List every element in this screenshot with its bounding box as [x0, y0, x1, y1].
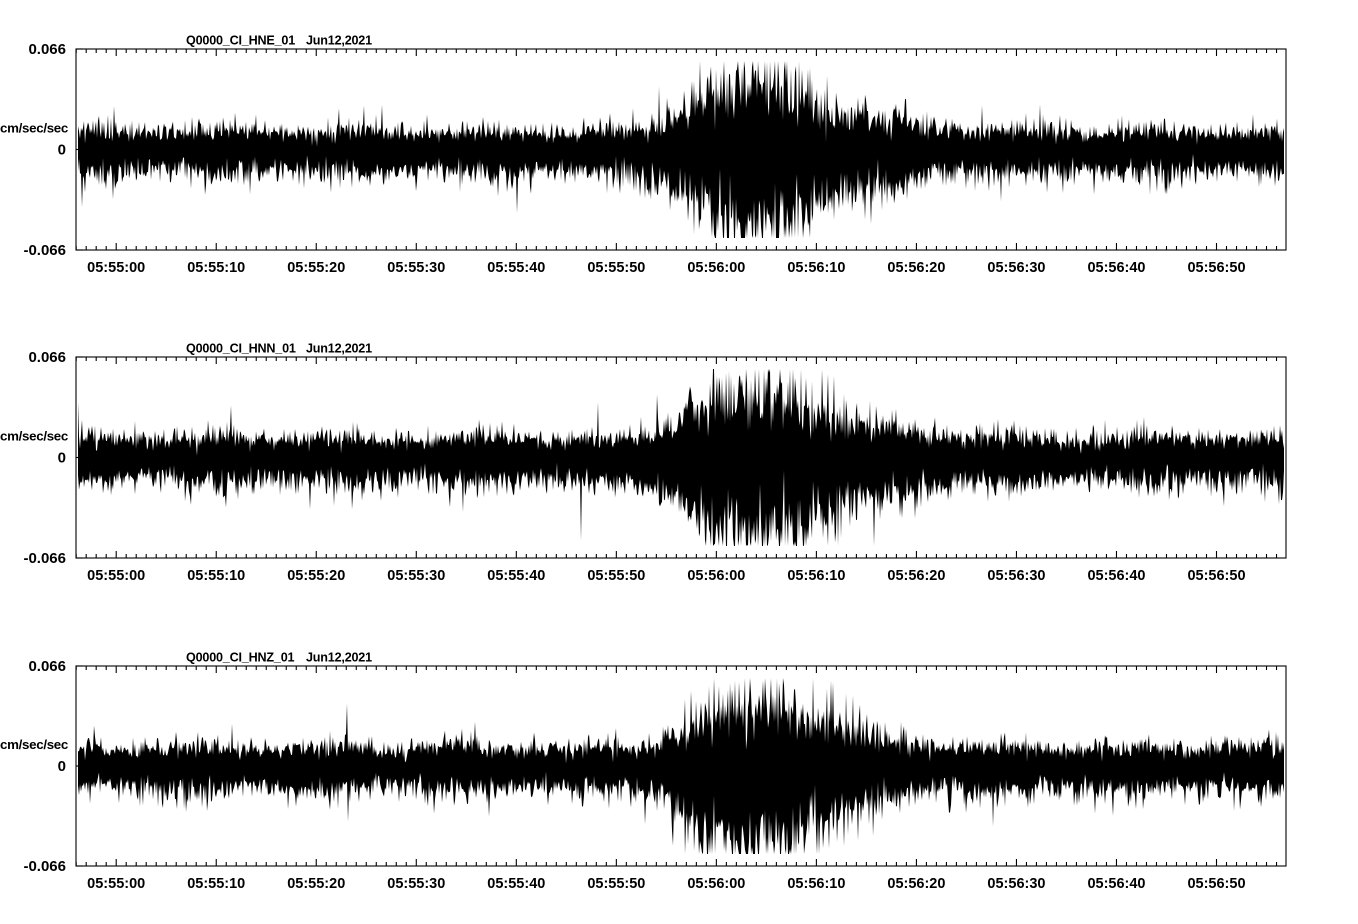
- svg-text:0.066: 0.066: [28, 349, 66, 366]
- svg-text:0: 0: [58, 450, 66, 467]
- svg-text:05:55:50: 05:55:50: [587, 568, 645, 584]
- svg-text:05:56:10: 05:56:10: [787, 568, 845, 584]
- svg-text:Jun12,2021: Jun12,2021: [306, 34, 372, 48]
- svg-text:05:55:10: 05:55:10: [187, 568, 245, 584]
- svg-text:05:55:10: 05:55:10: [187, 876, 245, 892]
- svg-text:05:56:10: 05:56:10: [787, 260, 845, 276]
- svg-text:05:56:30: 05:56:30: [987, 876, 1045, 892]
- svg-text:05:55:40: 05:55:40: [487, 568, 545, 584]
- svg-text:-0.066: -0.066: [23, 242, 66, 259]
- svg-text:05:56:00: 05:56:00: [687, 876, 745, 892]
- svg-text:cm/sec/sec: cm/sec/sec: [0, 429, 68, 444]
- svg-text:05:55:50: 05:55:50: [587, 260, 645, 276]
- svg-text:05:55:30: 05:55:30: [387, 260, 445, 276]
- svg-text:05:55:20: 05:55:20: [287, 876, 345, 892]
- svg-text:0: 0: [58, 758, 66, 775]
- svg-text:05:55:40: 05:55:40: [487, 260, 545, 276]
- svg-text:05:56:30: 05:56:30: [987, 260, 1045, 276]
- svg-text:Q0000_CI_HNZ_01: Q0000_CI_HNZ_01: [186, 651, 295, 665]
- svg-text:05:56:00: 05:56:00: [687, 260, 745, 276]
- svg-text:05:56:20: 05:56:20: [887, 876, 945, 892]
- svg-text:05:55:40: 05:55:40: [487, 876, 545, 892]
- svg-text:0.066: 0.066: [28, 41, 66, 58]
- svg-text:05:55:50: 05:55:50: [587, 876, 645, 892]
- svg-text:05:55:30: 05:55:30: [387, 876, 445, 892]
- svg-text:05:55:10: 05:55:10: [187, 260, 245, 276]
- svg-text:Jun12,2021: Jun12,2021: [306, 342, 372, 356]
- svg-text:05:56:20: 05:56:20: [887, 260, 945, 276]
- svg-text:05:55:20: 05:55:20: [287, 568, 345, 584]
- svg-text:05:56:40: 05:56:40: [1087, 876, 1145, 892]
- svg-text:0: 0: [58, 142, 66, 159]
- svg-text:05:56:20: 05:56:20: [887, 568, 945, 584]
- svg-text:05:56:10: 05:56:10: [787, 876, 845, 892]
- svg-text:Q0000_CI_HNE_01: Q0000_CI_HNE_01: [186, 34, 295, 48]
- svg-text:-0.066: -0.066: [23, 858, 66, 875]
- svg-text:05:56:50: 05:56:50: [1187, 876, 1245, 892]
- svg-text:-0.066: -0.066: [23, 550, 66, 567]
- svg-text:05:55:30: 05:55:30: [387, 568, 445, 584]
- svg-text:05:56:00: 05:56:00: [687, 568, 745, 584]
- svg-text:0.066: 0.066: [28, 658, 66, 675]
- svg-text:05:56:40: 05:56:40: [1087, 260, 1145, 276]
- svg-text:05:55:00: 05:55:00: [87, 568, 145, 584]
- svg-text:cm/sec/sec: cm/sec/sec: [0, 737, 68, 752]
- svg-text:05:55:00: 05:55:00: [87, 260, 145, 276]
- svg-text:Q0000_CI_HNN_01: Q0000_CI_HNN_01: [186, 342, 296, 356]
- svg-text:05:56:50: 05:56:50: [1187, 568, 1245, 584]
- svg-text:05:55:00: 05:55:00: [87, 876, 145, 892]
- svg-text:05:55:20: 05:55:20: [287, 260, 345, 276]
- svg-text:cm/sec/sec: cm/sec/sec: [0, 121, 68, 136]
- svg-text:Jun12,2021: Jun12,2021: [306, 651, 372, 665]
- svg-text:05:56:50: 05:56:50: [1187, 260, 1245, 276]
- svg-text:05:56:30: 05:56:30: [987, 568, 1045, 584]
- svg-text:05:56:40: 05:56:40: [1087, 568, 1145, 584]
